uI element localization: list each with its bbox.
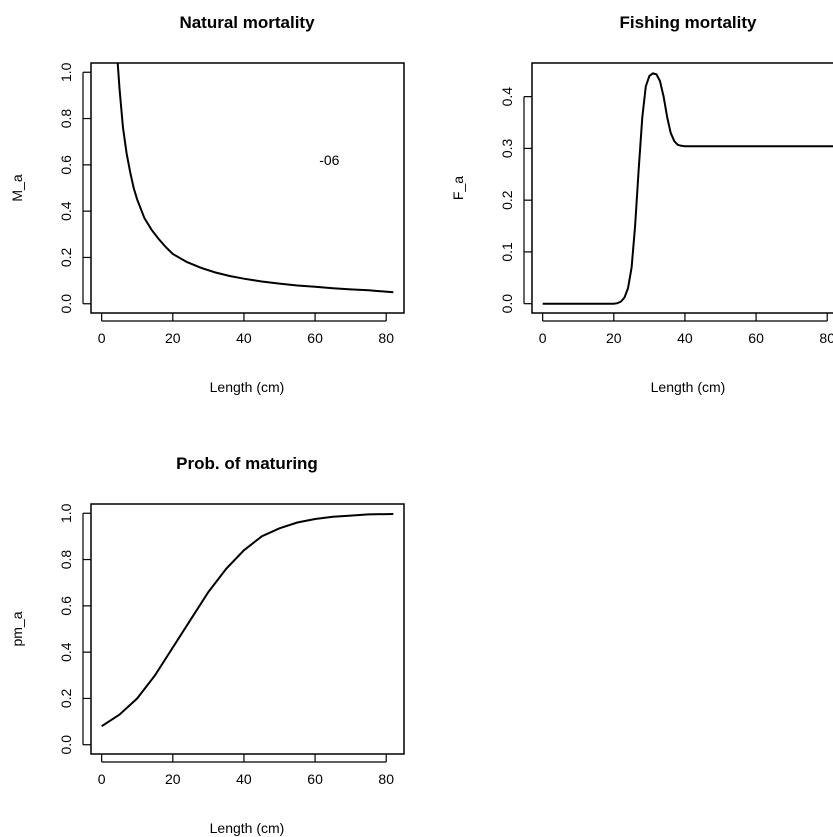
x-axis-label: Length (cm): [651, 379, 726, 395]
panel-title: Fishing mortality: [620, 13, 758, 32]
y-tick-label: 0.2: [58, 689, 74, 709]
x-axis-label: Length (cm): [210, 820, 285, 836]
mortality-curve: [116, 62, 394, 294]
x-tick-label: 0: [98, 771, 106, 787]
y-tick-label: 0.4: [58, 642, 74, 662]
y-tick-label: 0.0: [58, 294, 74, 314]
maturing-curve: [101, 513, 394, 728]
x-tick-label: 0: [539, 330, 547, 346]
y-tick-label: 0.1: [499, 242, 515, 262]
y-tick-label: 0.4: [499, 87, 515, 107]
y-tick-label: 0.6: [58, 155, 74, 175]
x-ticks: 0 20 40 60 80: [98, 754, 394, 787]
y-tick-label: 0.0: [58, 735, 74, 755]
y-tick-label: 0.8: [58, 550, 74, 570]
plot-frame: [531, 62, 833, 314]
y-ticks: 0.0 0.1 0.2 0.3 0.4: [499, 87, 532, 314]
annotation-label: -06: [319, 152, 339, 168]
x-ticks: 0 20 40 60 80: [98, 313, 394, 346]
y-tick-label: 0.6: [58, 596, 74, 616]
y-tick-label: 0.0: [499, 294, 515, 314]
y-tick-label: 1.0: [58, 503, 74, 523]
y-axis-label: pm_a: [9, 611, 25, 646]
x-tick-label: 20: [606, 330, 622, 346]
y-tick-label: 0.2: [58, 248, 74, 268]
x-tick-label: 60: [748, 330, 764, 346]
x-ticks: 0 20 40 60 80: [539, 313, 833, 346]
panel-title: Prob. of maturing: [176, 454, 318, 473]
x-tick-label: 40: [236, 330, 252, 346]
x-tick-label: 20: [165, 330, 181, 346]
x-tick-label: 40: [677, 330, 693, 346]
x-tick-label: 60: [307, 330, 323, 346]
y-tick-label: 0.3: [499, 138, 515, 158]
x-tick-label: 80: [378, 771, 394, 787]
x-tick-label: 80: [378, 330, 394, 346]
x-tick-label: 60: [307, 771, 323, 787]
y-axis-label: M_a: [9, 174, 25, 201]
x-tick-label: 80: [819, 330, 833, 346]
fishing-curve: [542, 72, 833, 305]
y-ticks: 0.0 0.2 0.4 0.6 0.8 1.0: [58, 503, 91, 754]
panel-title: Natural mortality: [179, 13, 315, 32]
y-tick-label: 0.2: [499, 190, 515, 210]
y-axis-label: F_a: [450, 176, 466, 200]
panel-prob-maturing: Prob. of maturing 0 20 40 60 80 0.0 0.2 0.4 0.6…: [9, 454, 405, 836]
y-ticks: 0.0 0.2 0.4 0.6 0.8 1.0: [58, 62, 91, 313]
y-tick-label: 0.8: [58, 109, 74, 129]
plot-frame: [90, 503, 405, 755]
x-tick-label: 0: [98, 330, 106, 346]
plot-frame: [90, 62, 405, 314]
x-tick-label: 40: [236, 771, 252, 787]
x-axis-label: Length (cm): [210, 379, 285, 395]
x-tick-label: 20: [165, 771, 181, 787]
y-tick-label: 0.4: [58, 201, 74, 221]
panel-fishing-mortality: Fishing mortality 0 20 40 60 80 0.0 0.1 0.2 0.3…: [450, 13, 833, 395]
y-tick-label: 1.0: [58, 62, 74, 82]
panel-natural-mortality: Natural mortality 0 20 40 60 80 0.0 0.2 0.4 0.6…: [9, 13, 405, 395]
